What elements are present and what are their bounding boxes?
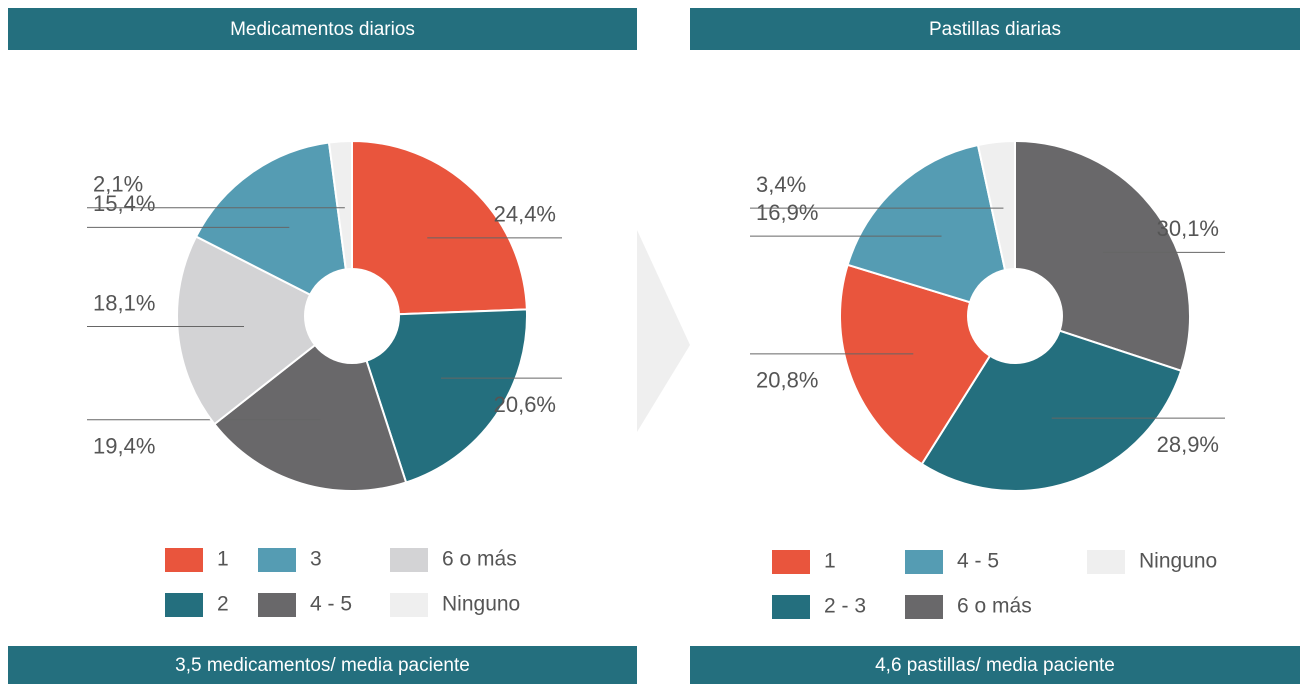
value-label: 2,1% bbox=[93, 172, 143, 197]
legend-swatch bbox=[1087, 550, 1125, 574]
legend-swatch bbox=[258, 548, 296, 572]
legend-label: 6 o más bbox=[442, 548, 517, 571]
legend-label: 4 - 5 bbox=[957, 550, 999, 573]
donut-hole bbox=[304, 268, 400, 364]
legend-label: 6 o más bbox=[957, 595, 1032, 618]
value-label: 20,8% bbox=[756, 368, 818, 393]
value-label: 15,4% bbox=[93, 191, 155, 216]
value-label: 19,4% bbox=[93, 434, 155, 459]
legend-swatch bbox=[905, 550, 943, 574]
arrow bbox=[637, 230, 690, 432]
pie-slice bbox=[920, 314, 1183, 493]
pie-slice bbox=[176, 235, 354, 426]
legend-label: Ninguno bbox=[1139, 550, 1217, 573]
footer-bar bbox=[8, 646, 637, 684]
legend-label: 2 bbox=[217, 593, 229, 616]
legend-label: 4 - 5 bbox=[310, 593, 352, 616]
chart-caption: 4,6 pastillas/ media paciente bbox=[875, 655, 1115, 676]
value-label: 18,1% bbox=[93, 290, 155, 315]
value-label: 30,1% bbox=[1157, 216, 1219, 241]
legend-label: 2 - 3 bbox=[824, 595, 866, 618]
legend-label: Ninguno bbox=[442, 593, 520, 616]
chart-caption: 3,5 medicamentos/ media paciente bbox=[175, 655, 470, 676]
donut-hole bbox=[967, 268, 1063, 364]
chart-title: Pastillas diarias bbox=[929, 19, 1061, 40]
pie-slice bbox=[194, 141, 354, 318]
legend-label: 1 bbox=[824, 550, 836, 573]
pie-slice bbox=[846, 143, 1017, 318]
pie-slice bbox=[350, 308, 528, 484]
chart-title: Medicamentos diarios bbox=[230, 19, 415, 40]
legend-swatch bbox=[772, 595, 810, 619]
legend-swatch bbox=[390, 548, 428, 572]
pie-slice bbox=[351, 139, 528, 318]
header-bar bbox=[8, 8, 637, 50]
value-label: 28,9% bbox=[1157, 432, 1219, 457]
value-label: 16,9% bbox=[756, 200, 818, 225]
legend-label: 1 bbox=[217, 548, 229, 571]
legend-swatch bbox=[390, 593, 428, 617]
legend-swatch bbox=[772, 550, 810, 574]
legend-swatch bbox=[905, 595, 943, 619]
legend-swatch bbox=[165, 593, 203, 617]
header-bar bbox=[690, 8, 1300, 50]
legend-swatch bbox=[165, 548, 203, 572]
value-label: 20,6% bbox=[494, 392, 556, 417]
value-label: 3,4% bbox=[756, 172, 806, 197]
legend-label: 3 bbox=[310, 548, 322, 571]
legend-swatch bbox=[258, 593, 296, 617]
footer-bar bbox=[690, 646, 1300, 684]
value-label: 24,4% bbox=[494, 202, 556, 227]
